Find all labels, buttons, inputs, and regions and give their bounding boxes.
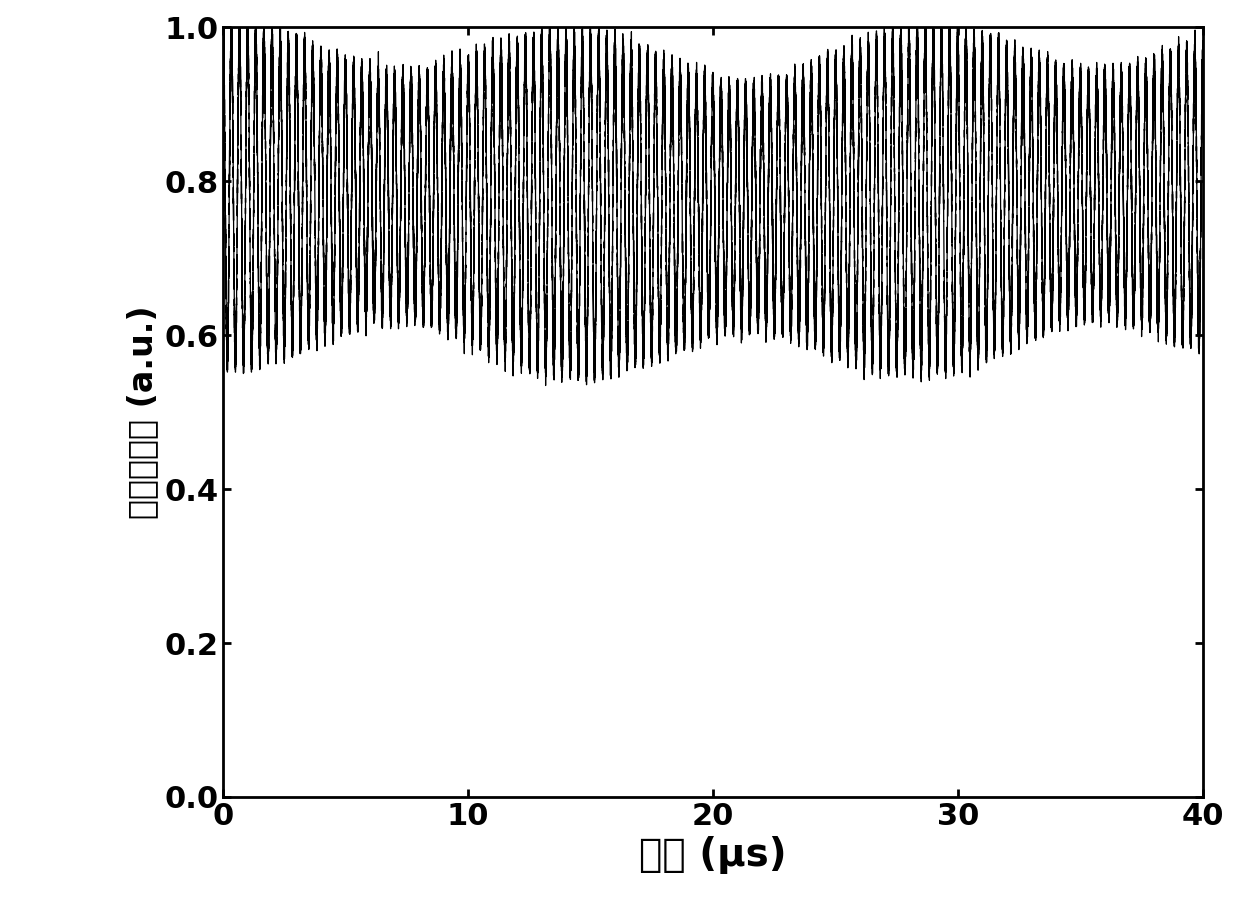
X-axis label: 时间 (μs): 时间 (μs) xyxy=(639,836,787,875)
Y-axis label: 归一化强度 (a.u.): 归一化强度 (a.u.) xyxy=(125,305,159,519)
